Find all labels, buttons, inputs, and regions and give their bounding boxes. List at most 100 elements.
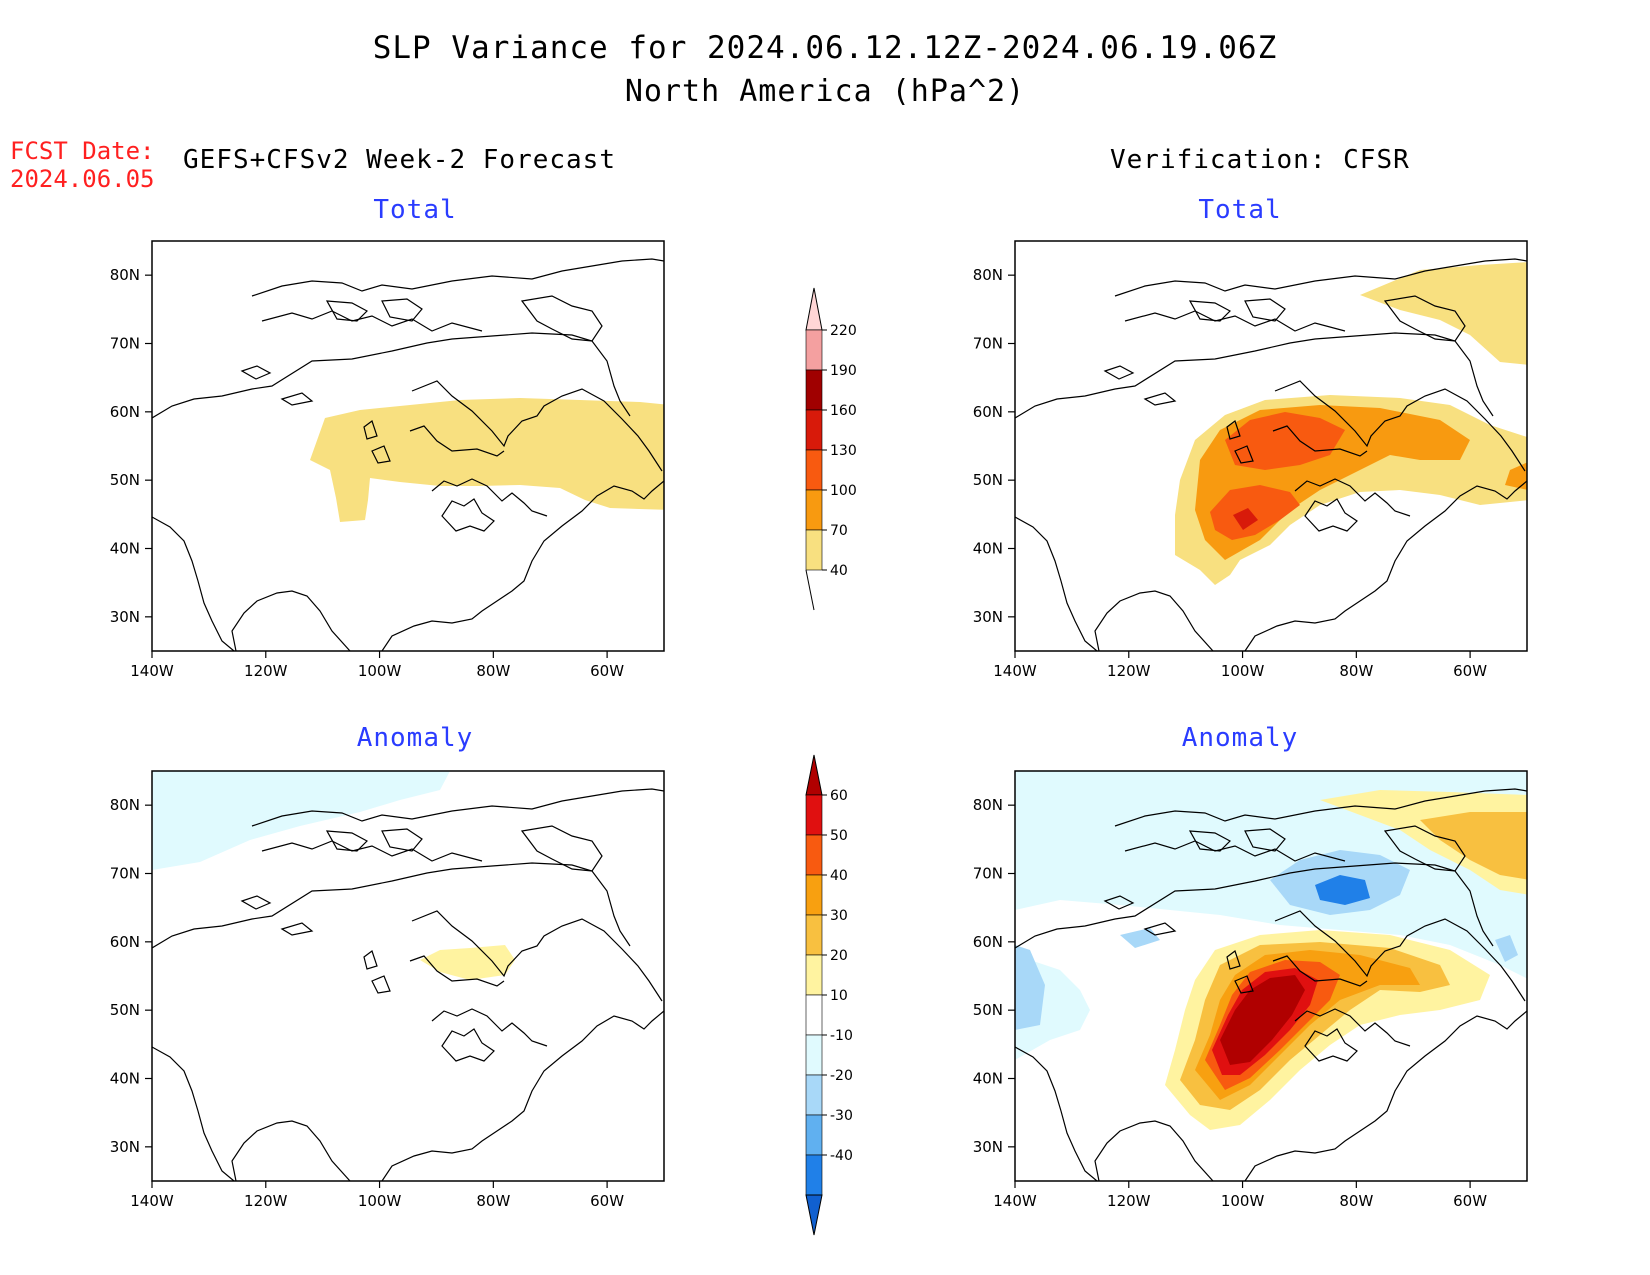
total-colorbar-label: 70 [830,523,848,539]
verification-anomaly-lat-label: 60N [973,933,1003,951]
forecast-anomaly-lat-label: 40N [110,1070,140,1088]
forecast-total-lon-label: 120W [244,662,288,680]
verification-anomaly-lon-label: 120W [1107,1192,1151,1210]
total-colorbar-swatch [805,489,823,531]
forecast-total-lat-label: 30N [110,608,140,626]
forecast-anomaly-lat-label: 60N [110,933,140,951]
anomaly-colorbar-swatch [805,1154,823,1196]
forecast-total-lat-label: 80N [110,266,140,284]
verification-anomaly-pacific-neg [1015,945,1045,1030]
forecast-total-lon-label: 60W [590,662,624,680]
anomaly-colorbar-swatch [805,1074,823,1116]
forecast-anomaly-lon-label: 100W [358,1192,402,1210]
verification-anomaly-lat-label: 30N [973,1138,1003,1156]
anomaly-colorbar-swatch [805,994,823,1036]
verification-total-lat-label: 30N [973,608,1003,626]
verification-total-title: Total [1198,195,1282,225]
verification-total-lon-label: 120W [1107,662,1151,680]
forecast-total-title: Total [373,195,457,225]
total-colorbar-swatch [805,449,823,491]
forecast-anomaly-lat-label: 50N [110,1001,140,1019]
main-subtitle: North America (hPa^2) [624,74,1026,109]
verification-total-frame [1014,240,1528,652]
total-colorbar-top-arrow [805,287,823,331]
forecast-total-contour-40-70 [310,398,664,522]
forecast-total-lat-label: 60N [110,403,140,421]
axes-layer: 140W 120W 100W 80W 60W 80N 70N 60N 50N 40N 30N 140W… [110,266,1488,1210]
verification-anomaly-lon-label: 80W [1339,1192,1373,1210]
verification-anomaly-foxe-neg40 [1315,875,1370,905]
forecast-total-map [152,241,664,651]
anomaly-colorbar-swatch [805,914,823,956]
anomaly-colorbar-label: 50 [830,828,848,844]
forecast-total-lon-label: 80W [476,662,510,680]
verification-total-lat-label: 80N [973,266,1003,284]
total-colorbar: 220 190 160 130 100 70 40 [805,287,857,611]
total-colorbar-label: 190 [830,363,857,379]
total-colorbar-label: 160 [830,403,857,419]
verification-total-lat-label: 60N [973,403,1003,421]
forecast-anomaly-title: Anomaly [356,723,474,753]
forecast-anomaly-frame [151,770,665,1182]
forecast-anomaly-lat-label: 70N [110,865,140,883]
total-colorbar-swatch [805,369,823,411]
forecast-column-heading: GEFS+CFSv2 Week-2 Forecast [183,145,616,175]
forecast-total-lat-label: 40N [110,540,140,558]
verification-anomaly-lat-label: 70N [973,865,1003,883]
total-colorbar-label: 130 [830,443,857,459]
total-colorbar-swatch [805,329,823,371]
verification-anomaly-lat-label: 50N [973,1001,1003,1019]
verification-total-lon-label: 140W [993,662,1037,680]
verification-anomaly-greenland-20-30 [1420,812,1527,880]
total-colorbar-swatch [805,409,823,451]
verification-anomaly-map [1015,771,1527,1181]
forecast-anomaly-lon-label: 80W [476,1192,510,1210]
anomaly-colorbar-label: -40 [830,1148,853,1164]
verification-total-lon-label: 60W [1453,662,1487,680]
anomaly-colorbar-swatch [805,1114,823,1156]
verification-total-contour-70-100-east [1505,462,1527,490]
main-title: SLP Variance for 2024.06.12.12Z-2024.06.… [372,30,1278,66]
verification-anomaly-frame [1014,770,1528,1182]
verification-anomaly-labrador-neg [1495,935,1518,962]
verification-anomaly-lon-label: 60W [1453,1192,1487,1210]
anomaly-colorbar-label: -10 [830,1028,853,1044]
forecast-total-lat-label: 70N [110,335,140,353]
verification-anomaly-lon-label: 140W [993,1192,1037,1210]
forecast-total-frame [151,240,665,652]
verification-total-contour-100-130-south [1210,485,1300,540]
verification-anomaly-contour-60-plus [1220,975,1305,1065]
verification-anomaly-neg-patch [1120,928,1160,948]
anomaly-colorbar-label: -20 [830,1068,853,1084]
verification-total-lon-label: 100W [1221,662,1265,680]
verification-total-map [1015,241,1527,651]
total-colorbar-label: 40 [830,563,848,579]
verification-anomaly-lat-label: 80N [973,796,1003,814]
anomaly-colorbar-label: -30 [830,1108,853,1124]
verification-anomaly-lon-label: 100W [1221,1192,1265,1210]
anomaly-colorbar-label: 10 [830,988,848,1004]
verification-anomaly-lat-label: 40N [973,1070,1003,1088]
verification-total-greenland-40-70 [1360,262,1527,365]
total-colorbar-bottom-arrow [805,569,815,611]
forecast-anomaly-lat-label: 80N [110,796,140,814]
anomaly-colorbar-label: 20 [830,948,848,964]
verification-total-lon-label: 80W [1339,662,1373,680]
forecast-anomaly-lon-label: 60W [590,1192,624,1210]
forecast-anomaly-lat-label: 30N [110,1138,140,1156]
verification-total-lat-label: 50N [973,471,1003,489]
anomaly-colorbar-swatch [805,874,823,916]
anomaly-colorbar-label: 40 [830,868,848,884]
verification-total-lat-label: 70N [973,335,1003,353]
forecast-total-lon-label: 140W [130,662,174,680]
verification-anomaly-title: Anomaly [1181,723,1299,753]
anomaly-colorbar-swatch [805,794,823,836]
total-colorbar-label: 220 [830,323,857,339]
forecast-anomaly-contour-10-20 [420,945,515,980]
forecast-anomaly-map [152,771,664,1181]
fcst-date-label: FCST Date: [10,137,155,165]
verification-total-lat-label: 40N [973,540,1003,558]
anomaly-colorbar-swatch [805,1034,823,1076]
verification-total-contour-100-130-north [1225,412,1345,470]
